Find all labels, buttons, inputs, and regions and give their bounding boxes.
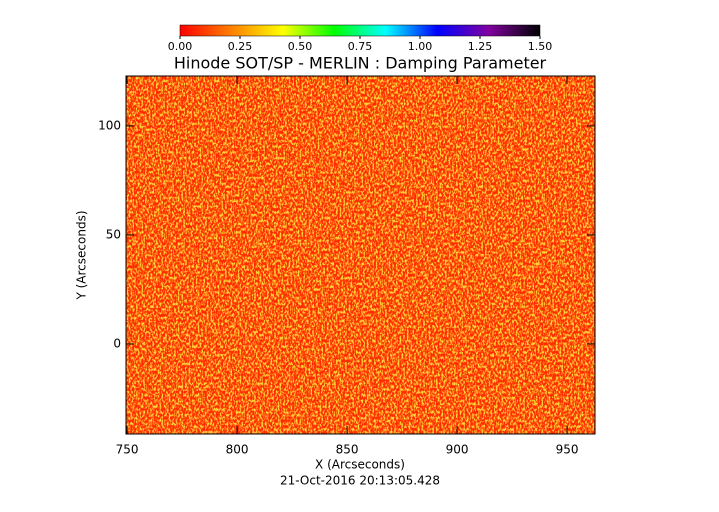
colorbar-tick-label: 1.50 [528,40,553,53]
colorbar [179,24,541,37]
colorbar-tick-label: 0.25 [228,40,253,53]
x-tick-label: 900 [446,443,469,457]
x-axis-label: X (Arcseconds) [315,458,405,472]
x-tick-label: 800 [226,443,249,457]
colorbar-tick-label: 1.00 [408,40,433,53]
x-tick-label: 850 [336,443,359,457]
y-tick-label: 100 [98,118,121,132]
y-tick-label: 50 [106,227,121,241]
heatmap-image [126,76,595,434]
colorbar-tick-label: 0.50 [288,40,313,53]
colorbar-tick-label: 0.75 [348,40,373,53]
footer-date: 21-Oct-2016 20:13:05.428 [280,474,440,488]
x-tick-label: 750 [116,443,139,457]
colorbar-tick-label: 1.25 [468,40,493,53]
y-axis-label: Y (Arcseconds) [75,210,89,300]
colorbar-tick-label: 0.00 [168,40,193,53]
y-tick-label: 0 [113,336,121,350]
x-tick-label: 950 [556,443,579,457]
plot-frame [125,75,596,435]
chart-title: Hinode SOT/SP - MERLIN : Damping Paramet… [174,54,547,73]
